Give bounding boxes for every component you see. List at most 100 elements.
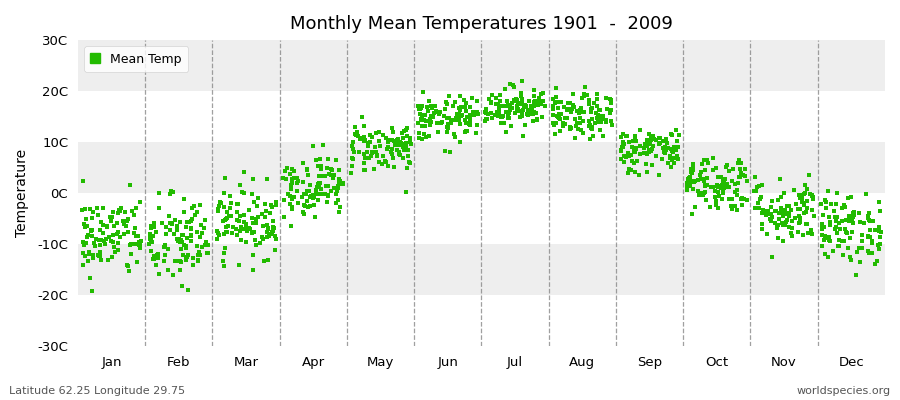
Point (462, 121, 476, 128)
Point (86, 226, 100, 233)
Point (638, 141, 652, 147)
Point (387, 138, 401, 144)
Point (630, 158, 644, 164)
Point (828, 214, 842, 220)
Point (399, 188, 413, 195)
Point (434, 120, 448, 126)
Point (330, 183, 345, 189)
Point (836, 252, 850, 258)
Point (482, 96, 497, 102)
Point (552, 111, 566, 117)
Point (308, 214, 322, 220)
Point (637, 145, 652, 152)
Point (792, 220, 806, 226)
Point (291, 177, 305, 184)
Text: worldspecies.org: worldspecies.org (796, 386, 891, 396)
Point (522, 98, 536, 104)
Point (557, 104, 572, 111)
Point (397, 147, 411, 153)
Point (184, 232, 198, 238)
Point (627, 132, 642, 139)
Point (517, 102, 531, 109)
Point (564, 108, 579, 115)
Point (93, 253, 107, 260)
Point (176, 208, 191, 215)
Point (93, 242, 107, 248)
Point (759, 208, 773, 214)
Point (217, 263, 231, 269)
Point (421, 98, 436, 104)
Point (727, 188, 742, 195)
Point (830, 214, 844, 220)
Point (376, 132, 391, 138)
Point (390, 137, 404, 144)
Point (628, 135, 643, 141)
Point (716, 180, 730, 186)
Point (433, 109, 447, 115)
Point (229, 225, 243, 232)
Point (652, 172, 666, 178)
Point (634, 126, 648, 133)
Point (454, 92, 468, 99)
Point (134, 238, 148, 244)
Point (393, 139, 408, 145)
Point (719, 164, 733, 170)
Point (634, 151, 648, 158)
Point (626, 149, 641, 156)
Point (622, 166, 636, 172)
Point (685, 178, 699, 184)
Point (168, 257, 183, 264)
Point (217, 250, 231, 256)
Point (507, 83, 521, 90)
Point (118, 208, 132, 215)
Title: Monthly Mean Temperatures 1901  -  2009: Monthly Mean Temperatures 1901 - 2009 (290, 15, 673, 33)
Point (489, 95, 503, 101)
Point (173, 266, 187, 273)
Point (246, 176, 260, 182)
Point (791, 192, 806, 198)
Point (505, 100, 519, 107)
Point (86, 209, 101, 216)
Point (706, 167, 720, 173)
Point (255, 211, 269, 218)
Point (123, 242, 138, 248)
Point (120, 261, 134, 268)
Point (577, 93, 591, 99)
Point (753, 196, 768, 202)
Point (627, 144, 642, 151)
Point (392, 150, 406, 157)
Point (574, 109, 589, 116)
Point (701, 160, 716, 166)
Point (667, 160, 681, 166)
Point (148, 229, 163, 236)
Point (518, 102, 533, 108)
Point (624, 152, 638, 159)
Point (521, 106, 535, 113)
Point (842, 213, 856, 219)
Point (174, 237, 188, 243)
Point (642, 131, 656, 138)
Point (103, 214, 117, 220)
Point (117, 230, 131, 237)
Point (684, 169, 698, 175)
Point (148, 253, 162, 259)
Point (94, 218, 109, 225)
Point (372, 159, 386, 165)
Point (240, 224, 255, 231)
Point (872, 228, 886, 234)
Point (855, 231, 869, 238)
Point (184, 218, 198, 224)
Point (77, 205, 92, 212)
Bar (78, 40, 885, 91)
Point (399, 144, 413, 150)
Point (720, 181, 734, 188)
Point (574, 105, 589, 112)
Point (640, 151, 654, 158)
Point (334, 180, 348, 186)
Point (581, 101, 596, 108)
Point (375, 161, 390, 168)
Point (284, 186, 298, 192)
Point (716, 184, 731, 191)
Point (283, 171, 297, 177)
Point (526, 118, 540, 124)
